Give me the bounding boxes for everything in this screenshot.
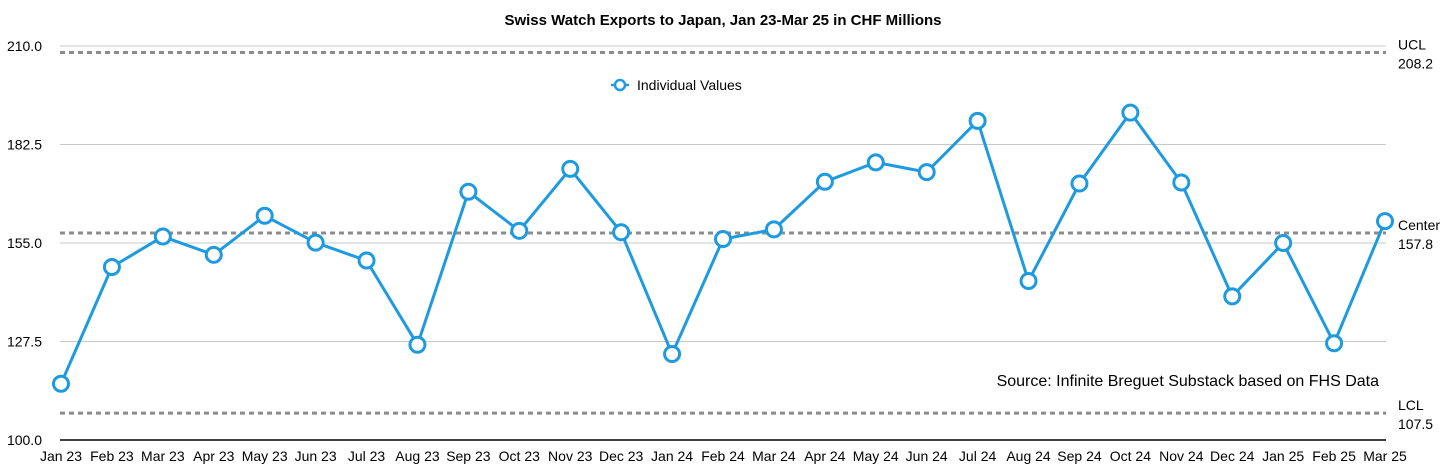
x-tick-label: Jun 24: [906, 448, 948, 464]
x-tick-label: Jul 24: [959, 448, 997, 464]
lcl-value: 107.5: [1398, 416, 1433, 432]
y-tick-label: 210.0: [7, 38, 42, 54]
x-tick-label: Nov 24: [1159, 448, 1204, 464]
x-tick-label: Mar 25: [1363, 448, 1407, 464]
data-point: [561, 159, 580, 178]
y-tick-label: 155.0: [7, 235, 42, 251]
data-point: [459, 182, 478, 201]
y-tick-label: 182.5: [7, 137, 42, 153]
x-tick-label: Aug 24: [1006, 448, 1051, 464]
x-tick-label: Feb 23: [90, 448, 134, 464]
chart-title: Swiss Watch Exports to Japan, Jan 23-Mar…: [504, 12, 941, 29]
data-point: [1019, 271, 1038, 290]
x-tick-label: Oct 23: [499, 448, 540, 464]
x-tick-label: Jul 23: [348, 448, 386, 464]
x-tick-label: Mar 24: [752, 448, 796, 464]
data-point: [1325, 334, 1344, 353]
x-tick-label: Jun 23: [295, 448, 337, 464]
x-tick-label: Aug 23: [395, 448, 440, 464]
ucl-value: 208.2: [1398, 55, 1433, 71]
data-point: [1121, 103, 1140, 122]
x-tick-label: Jan 23: [40, 448, 82, 464]
center-label: Center: [1398, 217, 1440, 233]
x-tick-label: Apr 24: [804, 448, 845, 464]
source-annotation: Source: Infinite Breguet Substack based …: [997, 373, 1380, 390]
x-tick-label: Sep 24: [1057, 448, 1102, 464]
y-tick-label: 127.5: [7, 334, 42, 350]
data-point: [968, 111, 987, 130]
y-axis-ticks: 210.0 182.5 155.0 127.5 100.0: [7, 38, 42, 448]
x-tick-label: Sep 23: [446, 448, 491, 464]
x-tick-label: Dec 23: [599, 448, 644, 464]
x-tick-label: Nov 23: [548, 448, 593, 464]
x-tick-label: Apr 23: [193, 448, 234, 464]
data-point: [357, 251, 376, 270]
legend: Individual Values: [611, 77, 742, 93]
ucl-label: UCL: [1398, 36, 1426, 52]
data-point: [1172, 173, 1191, 192]
data-point: [714, 230, 732, 249]
series-line: [59, 111, 1387, 385]
data-point: [1223, 287, 1242, 306]
data-point: [1274, 234, 1293, 252]
data-point: [102, 257, 121, 276]
data-point: [815, 172, 834, 191]
lcl-label: LCL: [1398, 397, 1424, 413]
series-individual-values: [52, 103, 1394, 393]
data-point: [306, 233, 325, 252]
data-point: [1376, 212, 1394, 231]
x-tick-label: May 23: [242, 448, 288, 464]
data-point: [255, 206, 274, 225]
y-tick-label: 100.0: [7, 432, 42, 448]
x-tick-label: Feb 25: [1312, 448, 1356, 464]
x-axis-ticks: Jan 23 Feb 23 Mar 23 Apr 23 May 23 Jun 23 Jul …: [40, 448, 1407, 464]
x-tick-label: May 24: [853, 448, 899, 464]
x-tick-label: Oct 24: [1110, 448, 1151, 464]
data-point: [408, 335, 427, 354]
x-tick-label: Jan 25: [1262, 448, 1304, 464]
control-limits: UCL 208.2 Center 157.8 LCL 107.5: [60, 36, 1440, 432]
data-point: [612, 223, 631, 242]
legend-label: Individual Values: [637, 77, 742, 93]
data-point: [866, 153, 885, 172]
data-point: [204, 245, 223, 264]
x-tick-label: Feb 24: [701, 448, 745, 464]
center-value: 157.8: [1398, 236, 1433, 252]
data-point: [510, 221, 529, 240]
x-tick-label: Dec 24: [1210, 448, 1255, 464]
data-point: [1070, 174, 1089, 193]
data-point: [764, 220, 783, 239]
data-point: [153, 227, 172, 246]
legend-marker: [613, 78, 627, 92]
x-tick-label: Jan 24: [651, 448, 693, 464]
x-tick-label: Mar 23: [141, 448, 185, 464]
data-point: [917, 163, 936, 182]
data-point: [663, 345, 682, 364]
data-point: [52, 374, 70, 393]
